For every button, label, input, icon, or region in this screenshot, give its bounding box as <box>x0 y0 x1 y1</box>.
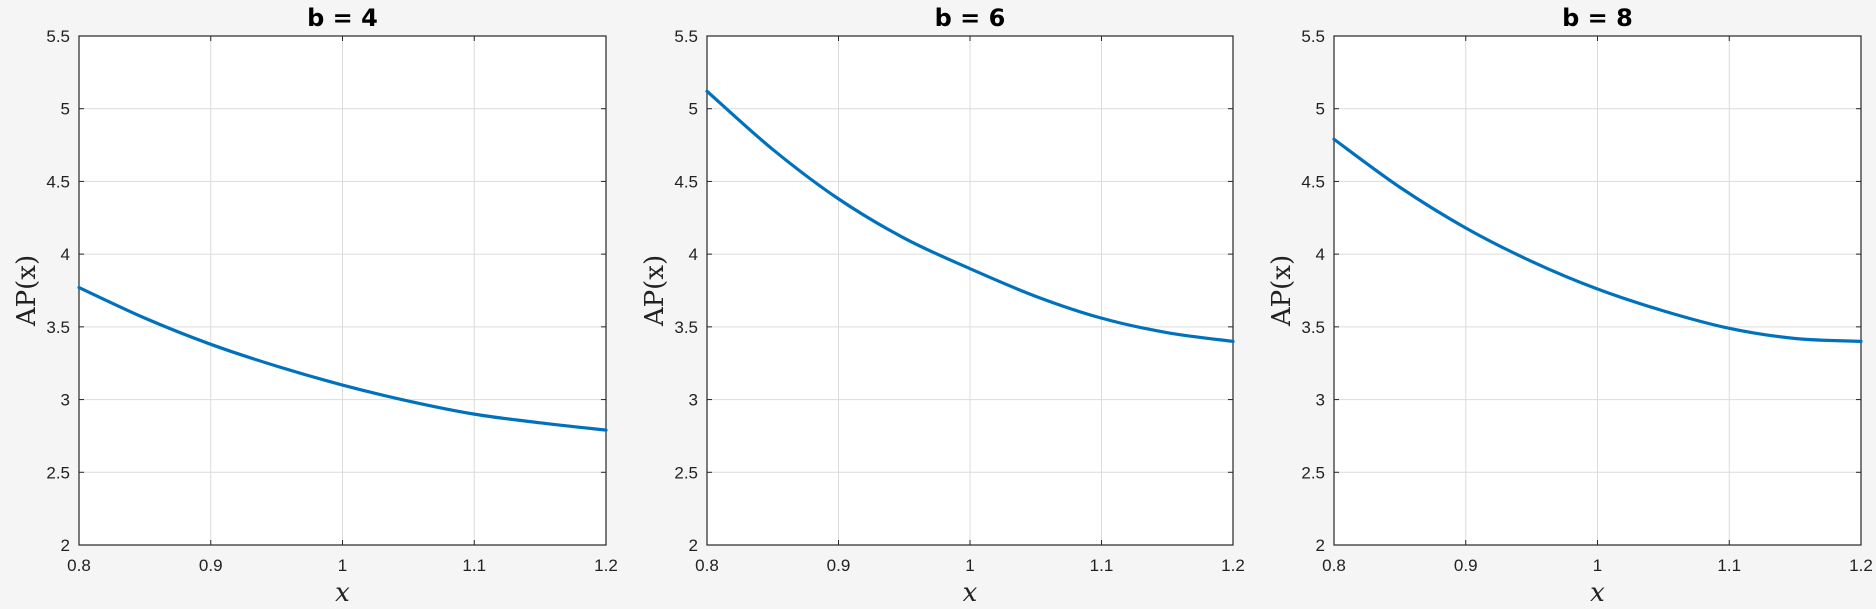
x-tick-label: 0.9 <box>1454 556 1478 575</box>
panels: 0.8 0.9 1 1.1 1.2 2 2.5 3 3.5 4 4.5 5 5.5 b = 4 x AP(x)… <box>12 4 1873 608</box>
x-tick-label: 1.1 <box>1090 556 1114 575</box>
y-axis-label: AP(x) <box>1267 255 1297 327</box>
y-tick-label: 3 <box>689 391 698 410</box>
y-tick-label: 4 <box>689 245 698 264</box>
chart-panel-2: 0.8 0.9 1 1.1 1.2 2 2.5 3 3.5 4 4.5 5 5.5 b = 6 x AP(x) <box>640 4 1245 608</box>
x-tick-label: 1.1 <box>1717 556 1741 575</box>
series-line <box>705 89 1235 343</box>
x-tick-label: 1 <box>1593 556 1602 575</box>
chart-title: b = 8 <box>1562 4 1633 32</box>
x-tick-label: 0.9 <box>827 556 851 575</box>
chart-title: b = 4 <box>307 4 378 32</box>
y-tick-label: 5 <box>61 100 70 119</box>
y-tick-label: 3.5 <box>46 318 70 337</box>
y-tick-label: 2.5 <box>674 463 698 482</box>
x-tick-label: 1.2 <box>1221 556 1245 575</box>
x-axis-label: x <box>1590 578 1605 608</box>
y-tick-label: 4 <box>1316 245 1325 264</box>
x-tick-label: 1.2 <box>594 556 618 575</box>
y-tick-label: 3 <box>61 391 70 410</box>
y-tick-label: 4.5 <box>46 172 70 191</box>
y-tick-label: 4.5 <box>1301 172 1325 191</box>
y-axis-label: AP(x) <box>12 255 42 327</box>
x-tick-label: 1 <box>338 556 347 575</box>
x-tick-label: 0.9 <box>199 556 223 575</box>
y-axis-label: AP(x) <box>640 255 670 327</box>
y-tick-label: 2 <box>61 536 70 555</box>
y-tick-label: 3 <box>1316 391 1325 410</box>
y-tick-label: 3.5 <box>674 318 698 337</box>
x-tick-label: 0.8 <box>695 556 719 575</box>
y-tick-label: 5.5 <box>1301 27 1325 46</box>
y-tick-label: 4.5 <box>674 172 698 191</box>
series-line <box>1332 137 1863 343</box>
x-axis-label: x <box>963 578 978 608</box>
chart-panel-1: 0.8 0.9 1 1.1 1.2 2 2.5 3 3.5 4 4.5 5 5.5 b = 4 x AP(x) <box>12 4 618 608</box>
x-tick-label: 0.8 <box>67 556 91 575</box>
y-tick-label: 2 <box>689 536 698 555</box>
chart-title: b = 6 <box>935 4 1006 32</box>
y-tick-label: 2.5 <box>1301 463 1325 482</box>
x-tick-label: 0.8 <box>1322 556 1346 575</box>
y-tick-label: 5.5 <box>674 27 698 46</box>
y-tick-label: 2 <box>1316 536 1325 555</box>
y-tick-label: 3.5 <box>1301 318 1325 337</box>
y-tick-label: 4 <box>61 245 70 264</box>
chart-panel-3: 0.8 0.9 1 1.1 1.2 2 2.5 3 3.5 4 4.5 5 5.5 b = 8 x AP(x) <box>1267 4 1873 608</box>
series-line <box>77 285 608 432</box>
y-tick-label: 5 <box>1316 100 1325 119</box>
x-tick-label: 1 <box>965 556 974 575</box>
y-tick-label: 5 <box>689 100 698 119</box>
x-axis-label: x <box>335 578 350 608</box>
x-tick-label: 1.1 <box>462 556 486 575</box>
x-tick-label: 1.2 <box>1849 556 1873 575</box>
y-tick-label: 2.5 <box>46 463 70 482</box>
y-tick-label: 5.5 <box>46 27 70 46</box>
